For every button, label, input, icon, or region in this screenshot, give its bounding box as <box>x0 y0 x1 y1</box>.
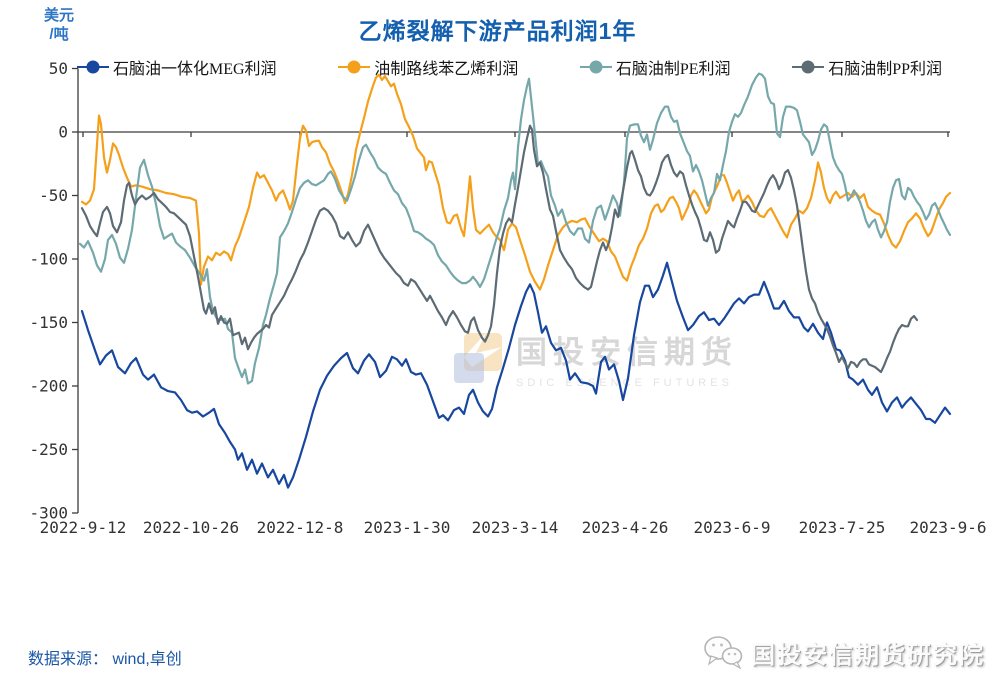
x-tick-label: 2023-1-30 <box>364 518 451 537</box>
series-line-styrene <box>80 73 952 291</box>
x-tick-label: 2023-4-26 <box>582 518 669 537</box>
legend-item-pp[interactable]: 石脑油制PP利润 <box>791 55 942 79</box>
chart-title: 乙烯裂解下游产品利润1年 <box>358 18 637 44</box>
y-tick-label: -150 <box>29 313 68 332</box>
legend-label-styrene: 油制路线苯乙烯利润 <box>374 61 519 78</box>
y-tick-label: -250 <box>29 440 68 459</box>
x-tick-label: 2023-7-25 <box>799 518 886 537</box>
series-line-pp <box>80 124 919 374</box>
x-tick-label: 2023-9-6 <box>909 518 986 537</box>
x-tick-label: 2022-9-12 <box>40 518 127 537</box>
y-axis-unit: 美元 /吨 <box>36 6 82 44</box>
series-line-meg <box>80 261 952 489</box>
x-tick-label: 2023-3-14 <box>472 518 559 537</box>
legend-marker-line-dot-icon <box>77 60 109 74</box>
y-tick-label: -300 <box>29 504 68 523</box>
y-tick-label: -200 <box>29 377 68 396</box>
y-tick-label: 50 <box>49 59 68 78</box>
unit-line1: 美元 <box>43 7 74 24</box>
series-line-pe <box>78 72 952 385</box>
data-source-note: 数据来源： wind,卓创 <box>28 651 182 668</box>
chart-legend: 石脑油一体化MEG利润 油制路线苯乙烯利润 石脑油制PE利润 石脑油制PP利润 <box>76 55 942 79</box>
wechat-icon <box>704 636 743 670</box>
publisher-name: 国投安信期货研究院 <box>751 641 985 669</box>
y-tick-label: -50 <box>39 186 68 205</box>
publisher-badge: 国投安信期货研究院 <box>703 634 985 670</box>
x-tick-label: 2023-6-9 <box>693 518 770 537</box>
legend-marker-line-dot-icon <box>579 60 612 74</box>
legend-item-pe[interactable]: 石脑油制PE利润 <box>579 55 731 79</box>
legend-marker-line-dot-icon <box>338 60 371 74</box>
x-tick-label: 2022-10-26 <box>143 518 239 537</box>
watermark-text: 国投安信期货 <box>516 335 738 370</box>
watermark-logo-icon <box>454 333 502 383</box>
legend-item-meg[interactable]: 石脑油一体化MEG利润 <box>76 55 277 79</box>
legend-label-meg: 石脑油一体化MEG利润 <box>113 61 277 78</box>
unit-line2: /吨 <box>49 26 69 43</box>
legend-item-styrene[interactable]: 油制路线苯乙烯利润 <box>337 55 518 79</box>
legend-marker-line-dot-icon <box>792 60 825 74</box>
x-tick-label: 2022-12-8 <box>257 518 344 537</box>
y-tick-label: 0 <box>58 123 68 142</box>
y-tick-label: -100 <box>29 250 68 269</box>
legend-label-pe: 石脑油制PE利润 <box>615 61 731 78</box>
legend-label-pp: 石脑油制PP利润 <box>828 61 942 78</box>
